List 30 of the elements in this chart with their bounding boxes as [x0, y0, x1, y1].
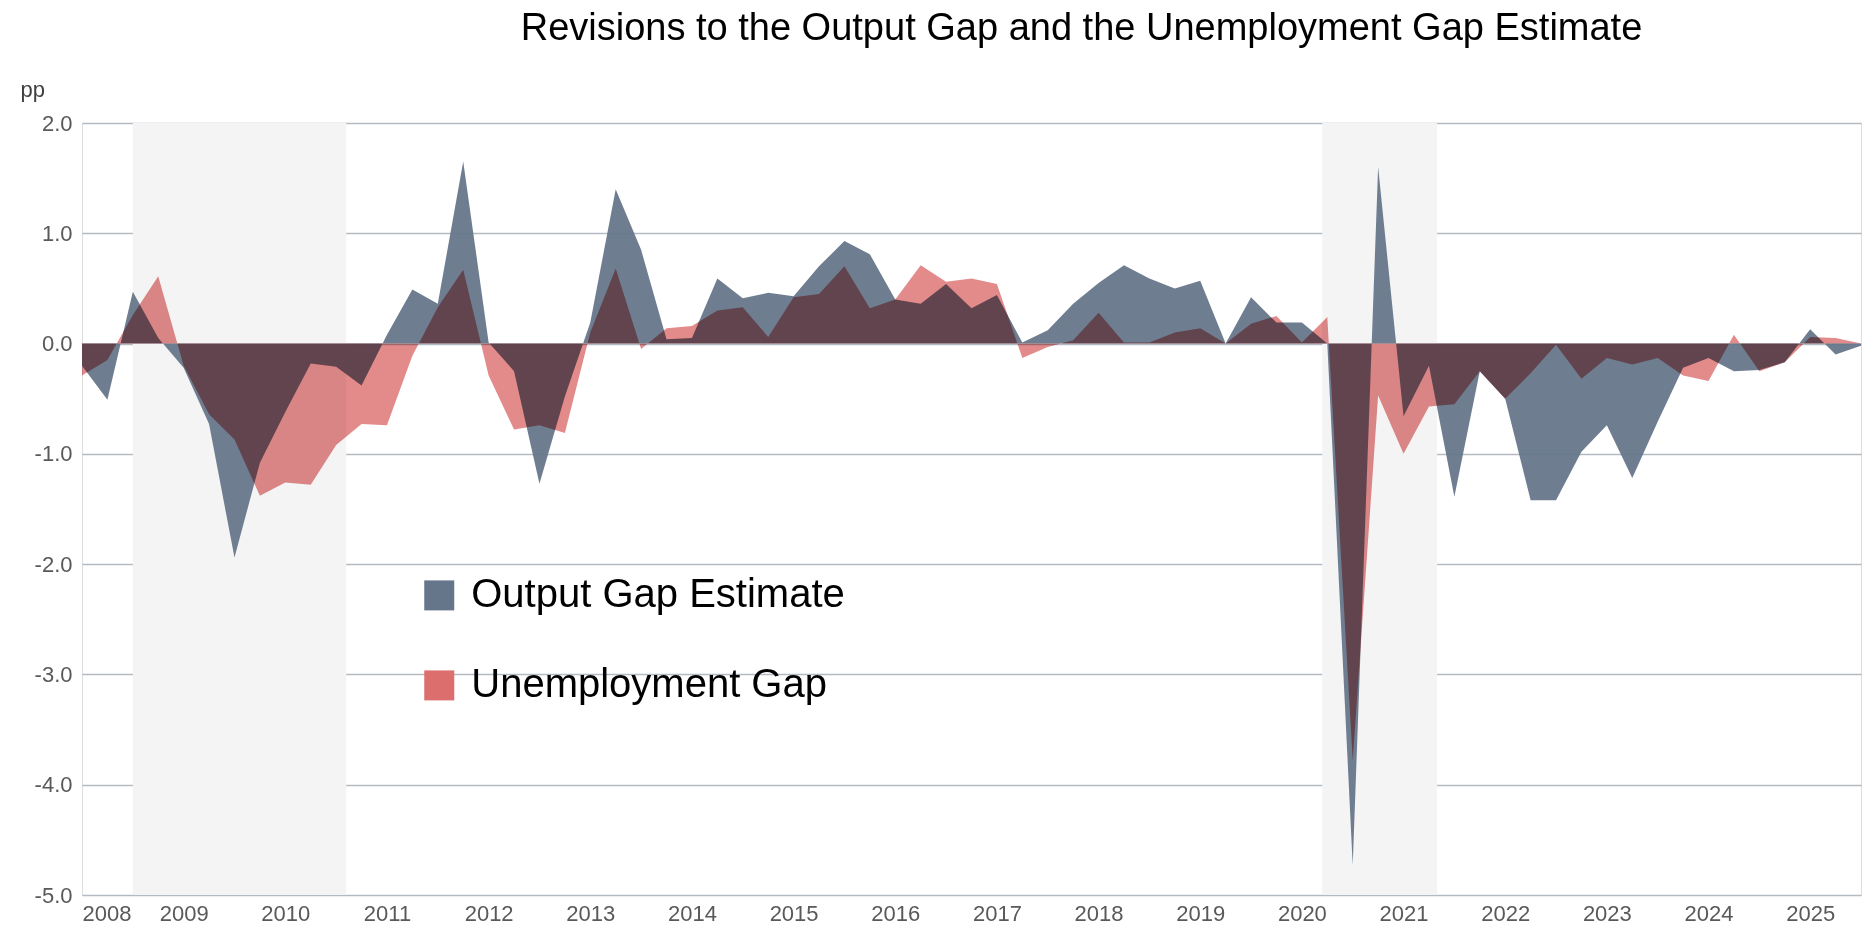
x-tick-label: 2022: [1481, 900, 1531, 926]
chart-title: Revisions to the Output Gap and the Unemployment Gap Estimate: [520, 6, 1643, 48]
y-tick-label: -4.0: [34, 772, 73, 798]
x-tick-label: 2021: [1379, 900, 1429, 926]
x-tick-label: 2018: [1074, 900, 1124, 926]
x-tick-label: 2008: [82, 900, 132, 926]
y-tick-label: 1.0: [41, 220, 73, 246]
x-tick-label: 2012: [464, 900, 514, 926]
x-tick-label: 2016: [871, 900, 921, 926]
y-tick-label: -1.0: [34, 441, 73, 467]
x-tick-label: 2017: [972, 900, 1022, 926]
x-tick-label: 2014: [667, 900, 717, 926]
x-tick-label: 2009: [159, 900, 209, 926]
x-tick-label: 2023: [1582, 900, 1632, 926]
y-tick-label: 0.0: [41, 331, 73, 357]
y-tick-label: -2.0: [34, 551, 73, 577]
x-tick-label: 2011: [363, 900, 412, 926]
x-tick-label: 2010: [261, 900, 311, 926]
x-tick-label: 2024: [1684, 900, 1734, 926]
y-tick-label: 2.0: [41, 110, 73, 136]
x-tick-label: 2019: [1176, 900, 1226, 926]
x-tick-label: 2013: [566, 900, 616, 926]
legend-label: Unemployment Gap: [471, 661, 827, 706]
legend-label: Output Gap Estimate: [471, 571, 845, 616]
x-tick-label: 2020: [1277, 900, 1327, 926]
y-tick-label: -5.0: [34, 882, 73, 908]
x-tick-label: 2015: [769, 900, 819, 926]
y-axis-title: pp: [20, 76, 45, 102]
y-tick-label: -3.0: [34, 661, 73, 687]
x-tick-label: 2025: [1786, 900, 1836, 926]
